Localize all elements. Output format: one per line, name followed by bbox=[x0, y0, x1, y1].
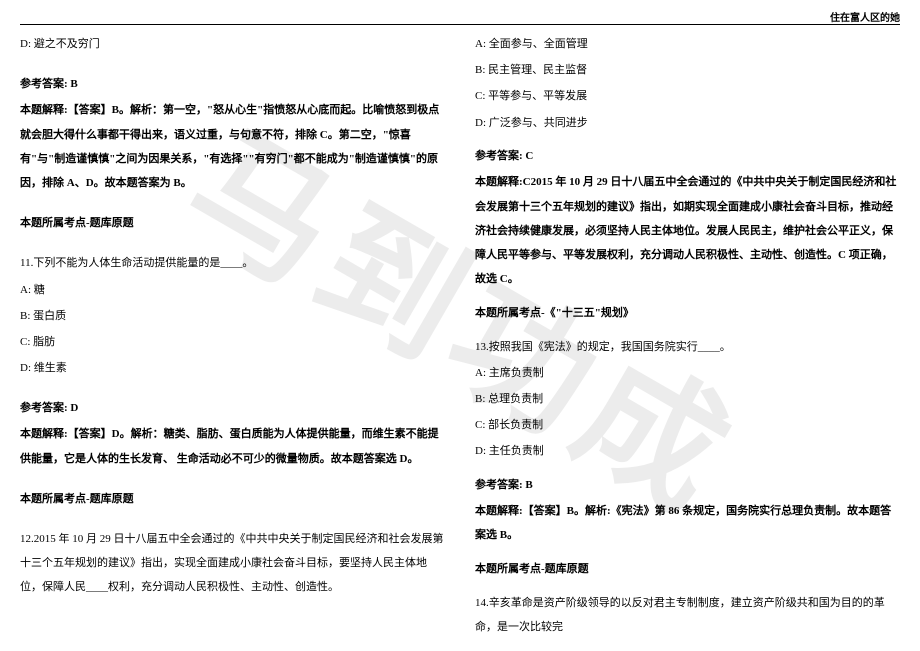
q12-option-a: A: 全面参与、全面管理 bbox=[475, 32, 900, 56]
q11-explanation: 本题解释:【答案】D。解析：糖类、脂肪、蛋白质能为人体提供能量，而维生素不能提供… bbox=[20, 422, 445, 470]
content-area: D: 避之不及穷门 参考答案: B 本题解释:【答案】B。解析：第一空，"怒从心… bbox=[20, 32, 900, 641]
q10-explanation: 本题解释:【答案】B。解析：第一空，"怒从心生"指愤怒从心底而起。比喻愤怒到极点… bbox=[20, 98, 445, 195]
q13-option-c: C: 部长负责制 bbox=[475, 413, 900, 437]
q11-option-c: C: 脂肪 bbox=[20, 330, 445, 354]
q12-source: 本题所属考点-《"十三五"规划》 bbox=[475, 301, 900, 325]
q12-option-b: B: 民主管理、民主监督 bbox=[475, 58, 900, 82]
q11-stem: 11.下列不能为人体生命活动提供能量的是____。 bbox=[20, 251, 445, 275]
q13-option-a: A: 主席负责制 bbox=[475, 361, 900, 385]
q12-stem: 12.2015 年 10 月 29 日十八届五中全会通过的《中共中央关于制定国民… bbox=[20, 527, 445, 600]
q13-source: 本题所属考点-题库原题 bbox=[475, 557, 900, 581]
q11-option-d: D: 维生素 bbox=[20, 356, 445, 380]
q12-explanation: 本题解释:C2015 年 10 月 29 日十八届五中全会通过的《中共中央关于制… bbox=[475, 170, 900, 291]
right-column: A: 全面参与、全面管理 B: 民主管理、民主监督 C: 平等参与、平等发展 D… bbox=[475, 32, 900, 641]
page-header: 住在富人区的她 bbox=[830, 8, 900, 30]
q11-source: 本题所属考点-题库原题 bbox=[20, 487, 445, 511]
q14-stem: 14.辛亥革命是资产阶级领导的以反对君主专制制度，建立资产阶级共和国为目的的革命… bbox=[475, 591, 900, 639]
q12-answer-label: 参考答案: C bbox=[475, 144, 900, 168]
q10-answer-label: 参考答案: B bbox=[20, 72, 445, 96]
header-divider bbox=[20, 24, 900, 25]
q11-answer-label: 参考答案: D bbox=[20, 396, 445, 420]
q10-option-d: D: 避之不及穷门 bbox=[20, 32, 445, 56]
q13-explanation: 本题解释:【答案】B。解析:《宪法》第 86 条规定，国务院实行总理负责制。故本… bbox=[475, 499, 900, 547]
q11-option-a: A: 糖 bbox=[20, 278, 445, 302]
q11-option-b: B: 蛋白质 bbox=[20, 304, 445, 328]
q12-option-d: D: 广泛参与、共同进步 bbox=[475, 111, 900, 135]
q13-answer-label: 参考答案: B bbox=[475, 473, 900, 497]
q13-option-b: B: 总理负责制 bbox=[475, 387, 900, 411]
left-column: D: 避之不及穷门 参考答案: B 本题解释:【答案】B。解析：第一空，"怒从心… bbox=[20, 32, 445, 641]
q10-source: 本题所属考点-题库原题 bbox=[20, 211, 445, 235]
q13-stem: 13.按照我国《宪法》的规定，我国国务院实行____。 bbox=[475, 335, 900, 359]
q12-option-c: C: 平等参与、平等发展 bbox=[475, 84, 900, 108]
q13-option-d: D: 主任负责制 bbox=[475, 439, 900, 463]
